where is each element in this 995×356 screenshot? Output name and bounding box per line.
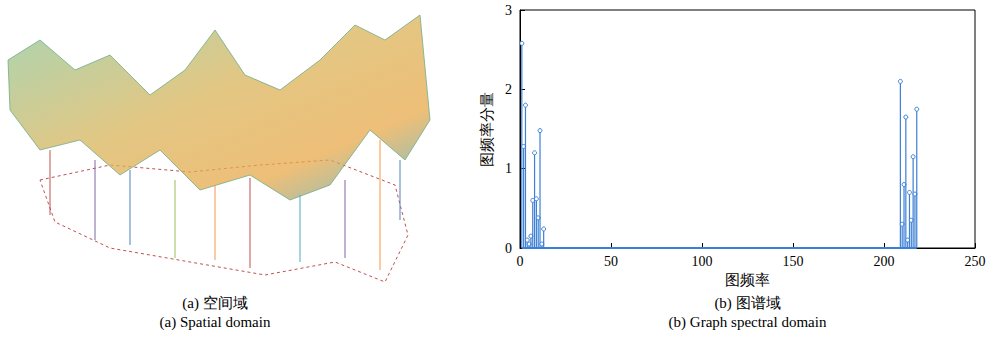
svg-text:250: 250 <box>965 254 986 269</box>
svg-text:3: 3 <box>505 3 512 18</box>
svg-text:1: 1 <box>505 161 512 176</box>
svg-text:(a) 空间域: (a) 空间域 <box>182 295 247 312</box>
svg-text:50: 50 <box>604 254 618 269</box>
svg-text:200: 200 <box>874 254 895 269</box>
svg-text:2: 2 <box>505 82 512 97</box>
svg-text:图频率: 图频率 <box>725 272 770 288</box>
svg-text:0: 0 <box>505 241 512 256</box>
svg-text:100: 100 <box>692 254 713 269</box>
svg-text:图频率分量: 图频率分量 <box>479 92 495 167</box>
svg-text:(b) Graph spectral domain: (b) Graph spectral domain <box>669 314 827 331</box>
svg-text:150: 150 <box>783 254 804 269</box>
svg-text:(b) 图谱域: (b) 图谱域 <box>714 295 780 312</box>
svg-text:0: 0 <box>517 254 524 269</box>
svg-text:(a) Spatial domain: (a) Spatial domain <box>160 314 271 331</box>
